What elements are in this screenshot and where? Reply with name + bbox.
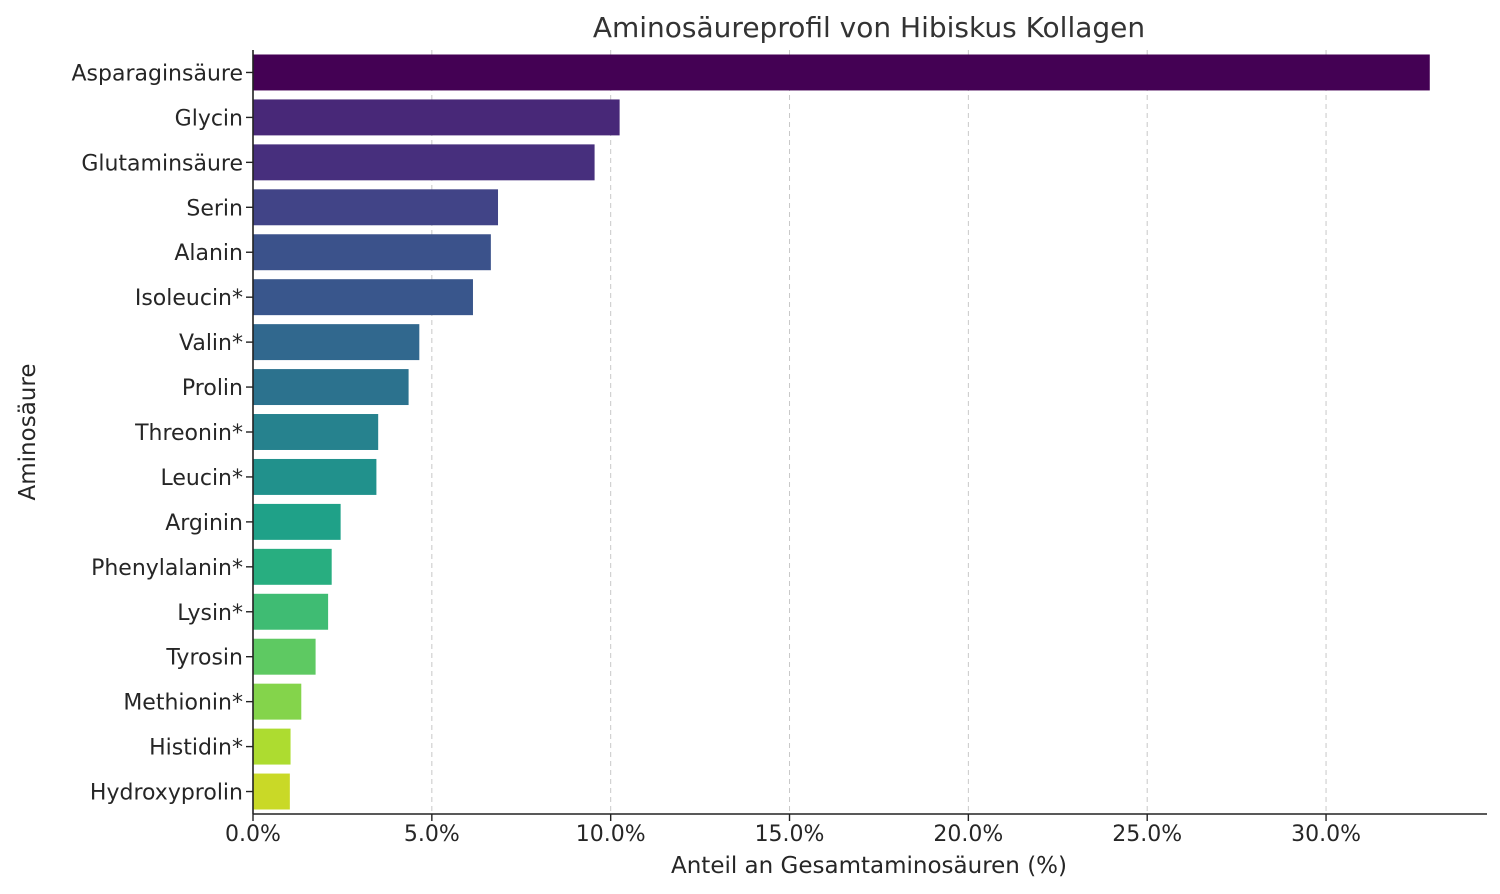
bar <box>253 638 316 675</box>
y-tick-label: Methionin* <box>123 691 243 716</box>
y-tick-label: Threonin* <box>134 421 243 446</box>
x-tick-label: 0.0% <box>225 822 281 847</box>
bar <box>253 683 302 720</box>
x-tick-label: 25.0% <box>1112 822 1182 847</box>
bar <box>253 503 341 540</box>
y-axis-ticks: Asparaginsäure Glycin Glutaminsäure Serin Al… <box>72 61 253 806</box>
bar <box>253 144 595 181</box>
y-tick-label: Histidin* <box>149 736 243 761</box>
y-tick-label: Leucin* <box>161 466 244 491</box>
y-tick-label: Valin* <box>179 331 243 356</box>
x-axis-label: Anteil an Gesamtaminosäuren (%) <box>671 853 1067 879</box>
bar <box>253 728 291 765</box>
gridlines <box>431 50 1327 814</box>
y-axis-label: Aminosäure <box>15 364 41 501</box>
bars <box>253 54 1430 810</box>
x-axis-ticks: 0.0% 5.0% 10.0% 15.0% 20.0% 25.0% 30.0% <box>225 814 1361 847</box>
chart-title: Aminosäureprofil von Hibiskus Kollagen <box>593 11 1145 44</box>
bar <box>253 99 620 136</box>
bar <box>253 548 332 585</box>
y-tick-label: Isoleucin* <box>135 286 243 311</box>
y-tick-label: Glycin <box>175 106 243 131</box>
x-tick-label: 20.0% <box>933 822 1003 847</box>
x-tick-label: 10.0% <box>576 822 646 847</box>
y-tick-label: Serin <box>186 196 243 221</box>
bar <box>253 324 420 361</box>
y-tick-label: Lysin* <box>177 601 243 626</box>
bar <box>253 234 491 271</box>
x-tick-label: 15.0% <box>755 822 825 847</box>
y-tick-label: Prolin <box>182 376 243 401</box>
bar <box>253 458 377 495</box>
y-tick-label: Glutaminsäure <box>81 151 243 176</box>
bar <box>253 54 1430 91</box>
x-tick-label: 30.0% <box>1291 822 1361 847</box>
x-tick-label: 5.0% <box>404 822 460 847</box>
bar <box>253 414 379 450</box>
y-tick-label: Hydroxyprolin <box>90 781 243 806</box>
y-tick-label: Tyrosin <box>165 646 243 671</box>
y-tick-label: Alanin <box>174 241 243 266</box>
bar <box>253 279 473 316</box>
bar <box>253 189 499 226</box>
y-tick-label: Arginin <box>165 511 243 536</box>
y-tick-label: Phenylalanin* <box>91 556 243 581</box>
y-tick-label: Asparaginsäure <box>72 61 244 86</box>
bar <box>253 773 290 810</box>
bar <box>253 369 409 406</box>
bar <box>253 593 329 630</box>
